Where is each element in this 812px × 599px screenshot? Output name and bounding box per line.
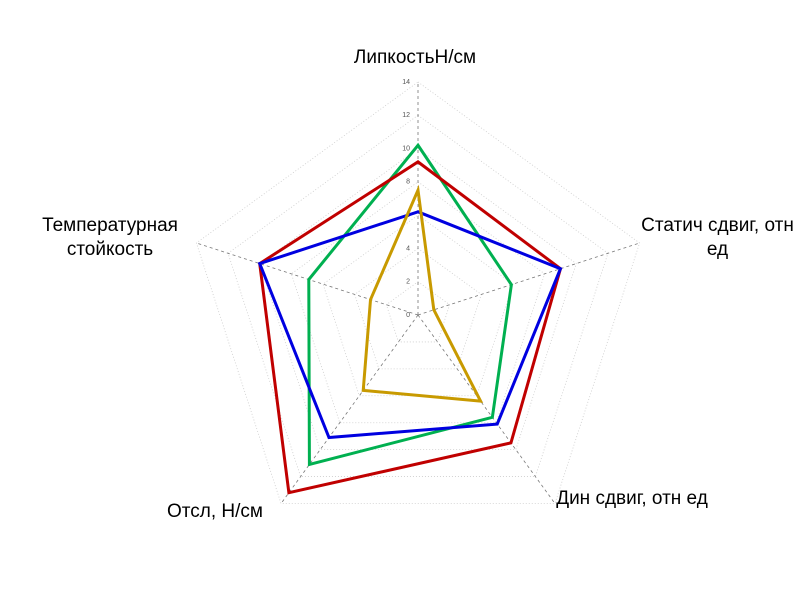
- series-polygon: [361, 184, 484, 403]
- axis-label: Температурная стойкость: [42, 215, 178, 260]
- series-polygon: [257, 210, 563, 440]
- series-polygon: [307, 142, 513, 467]
- axis-spoke: [280, 314, 419, 504]
- axis-label: Дин сдвиг, отн ед: [556, 488, 708, 509]
- tick-label: 14: [402, 79, 410, 86]
- tick-label: 12: [402, 112, 410, 119]
- grid-ring: [227, 114, 609, 477]
- axis-label: Статич сдвиг, отн ед: [641, 215, 794, 260]
- series-polygon: [258, 160, 563, 495]
- grid-ring: [195, 81, 641, 504]
- axis-spoke: [417, 242, 640, 316]
- tick-label: 2: [406, 279, 410, 286]
- grid-ring: [259, 148, 577, 451]
- axis-spoke: [196, 242, 419, 316]
- tick-label: 0: [406, 312, 410, 319]
- grid-ring: [322, 214, 514, 397]
- tick-label: 4: [406, 245, 410, 252]
- tick-label: 8: [406, 179, 410, 186]
- tick-label: 10: [402, 145, 410, 152]
- axis-label: Отсл, Н/см: [167, 501, 263, 522]
- axis-spoke: [417, 314, 556, 504]
- grid-ring: [354, 247, 482, 370]
- axis-label: ЛипкостьН/см: [353, 47, 477, 68]
